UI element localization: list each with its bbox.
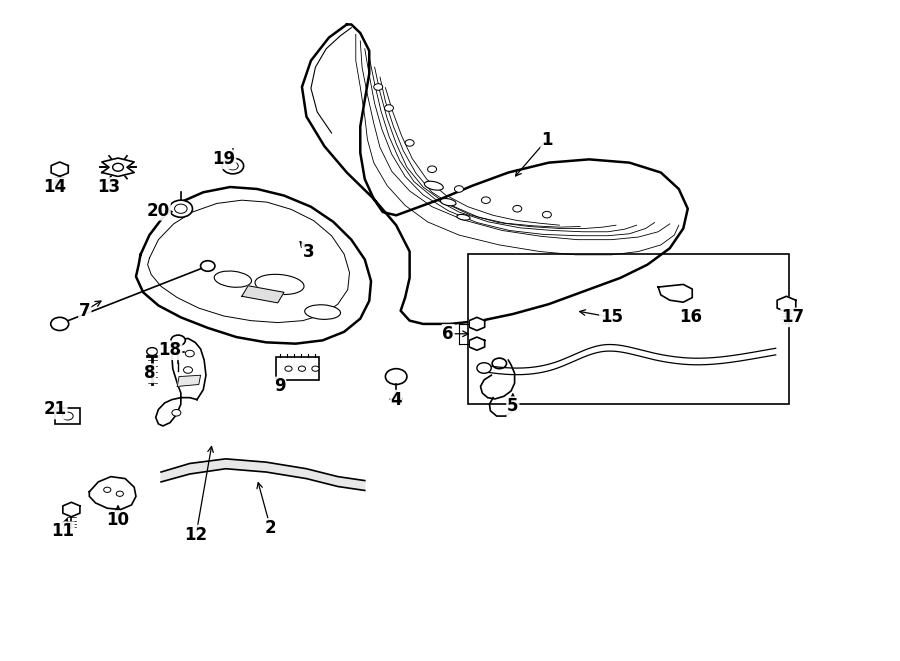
Text: 16: 16 <box>679 308 702 327</box>
Circle shape <box>184 367 193 373</box>
Circle shape <box>116 491 123 496</box>
Text: 15: 15 <box>600 308 623 327</box>
Circle shape <box>543 212 552 218</box>
Circle shape <box>201 260 215 271</box>
Text: 5: 5 <box>507 397 518 415</box>
Polygon shape <box>63 502 80 517</box>
Text: 18: 18 <box>158 341 182 359</box>
Text: 14: 14 <box>44 178 67 196</box>
Polygon shape <box>469 317 485 330</box>
Circle shape <box>311 366 319 371</box>
Polygon shape <box>102 158 134 176</box>
Text: 8: 8 <box>144 364 155 382</box>
Circle shape <box>147 348 158 356</box>
Circle shape <box>428 166 436 173</box>
Circle shape <box>405 139 414 146</box>
Polygon shape <box>242 286 284 303</box>
Circle shape <box>492 358 507 369</box>
Polygon shape <box>469 337 485 350</box>
Text: 11: 11 <box>51 522 74 540</box>
Ellipse shape <box>457 214 470 220</box>
Polygon shape <box>136 187 371 344</box>
Polygon shape <box>156 338 206 426</box>
Text: 13: 13 <box>97 178 121 196</box>
Text: 1: 1 <box>541 131 553 149</box>
Circle shape <box>285 366 292 371</box>
Circle shape <box>169 200 193 217</box>
Text: 9: 9 <box>274 377 285 395</box>
Circle shape <box>384 104 393 111</box>
Ellipse shape <box>305 305 340 319</box>
Polygon shape <box>777 296 796 312</box>
Circle shape <box>477 363 491 373</box>
Polygon shape <box>302 24 688 324</box>
Circle shape <box>175 204 187 214</box>
Text: 20: 20 <box>147 202 170 219</box>
Polygon shape <box>161 459 364 490</box>
Ellipse shape <box>214 271 251 288</box>
Text: 2: 2 <box>265 519 276 537</box>
Ellipse shape <box>255 274 304 295</box>
Circle shape <box>104 487 111 492</box>
Text: 19: 19 <box>212 150 236 169</box>
Ellipse shape <box>425 181 444 190</box>
Text: 6: 6 <box>443 325 454 343</box>
FancyBboxPatch shape <box>55 408 80 424</box>
Circle shape <box>228 162 238 170</box>
Circle shape <box>454 186 464 192</box>
Text: 21: 21 <box>44 401 67 418</box>
Circle shape <box>385 369 407 385</box>
Polygon shape <box>148 200 349 323</box>
Circle shape <box>171 335 185 346</box>
Text: 4: 4 <box>391 391 402 408</box>
Circle shape <box>222 158 244 174</box>
FancyBboxPatch shape <box>276 357 319 380</box>
Polygon shape <box>89 477 136 510</box>
Text: 3: 3 <box>302 243 314 260</box>
Circle shape <box>299 366 305 371</box>
Circle shape <box>50 317 68 330</box>
Circle shape <box>172 409 181 416</box>
Polygon shape <box>658 284 692 302</box>
Circle shape <box>112 163 123 171</box>
Circle shape <box>374 84 382 91</box>
Text: 17: 17 <box>781 308 805 327</box>
Text: 12: 12 <box>184 525 208 543</box>
Text: 7: 7 <box>79 302 91 320</box>
Circle shape <box>513 206 522 212</box>
Circle shape <box>185 350 194 357</box>
Text: 10: 10 <box>106 511 130 529</box>
Polygon shape <box>177 375 201 387</box>
Circle shape <box>62 412 73 420</box>
Ellipse shape <box>440 198 456 206</box>
Circle shape <box>482 197 490 204</box>
FancyBboxPatch shape <box>468 254 789 405</box>
Polygon shape <box>51 162 68 176</box>
